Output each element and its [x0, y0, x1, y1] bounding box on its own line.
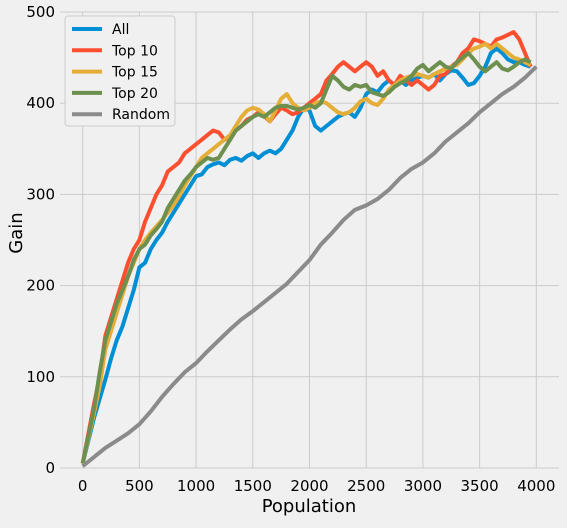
y-tick-label: 200 — [26, 277, 55, 295]
legend-label-top-20: Top 20 — [111, 86, 158, 102]
y-tick-label: 500 — [26, 3, 55, 21]
x-axis-label: Population — [262, 496, 357, 517]
x-tick-label: 1000 — [177, 477, 215, 495]
x-tick-label: 2500 — [347, 477, 385, 495]
x-tick-label: 500 — [125, 477, 154, 495]
x-tick-label: 1500 — [234, 477, 272, 495]
y-tick-label: 100 — [26, 368, 55, 386]
legend: All Top 10 Top 15 Top 20 Random — [64, 15, 176, 127]
tick-labels: 0 500 1000 1500 2000 2500 3000 3500 4000 0 100 200 3… — [26, 3, 555, 495]
legend-label-all: All — [112, 22, 129, 38]
legend-box — [64, 15, 176, 127]
legend-label-random: Random — [112, 107, 170, 123]
legend-label-top-10: Top 10 — [111, 43, 158, 59]
x-tick-label: 2000 — [290, 477, 328, 495]
legend-label-top-15: Top 15 — [111, 65, 158, 81]
x-tick-label: 4000 — [517, 477, 555, 495]
series-line-top-20 — [80, 51, 532, 464]
y-tick-label: 300 — [26, 185, 55, 203]
x-tick-label: 3000 — [404, 477, 442, 495]
y-tick-label: 400 — [26, 94, 55, 112]
series-line-all — [80, 46, 532, 464]
x-tick-label: 0 — [78, 477, 88, 495]
y-tick-label: 0 — [45, 459, 55, 477]
x-tick-label: 3500 — [461, 477, 499, 495]
series-line-random — [81, 65, 538, 468]
y-axis-label: Gain — [6, 212, 27, 253]
series-lines — [80, 30, 538, 468]
